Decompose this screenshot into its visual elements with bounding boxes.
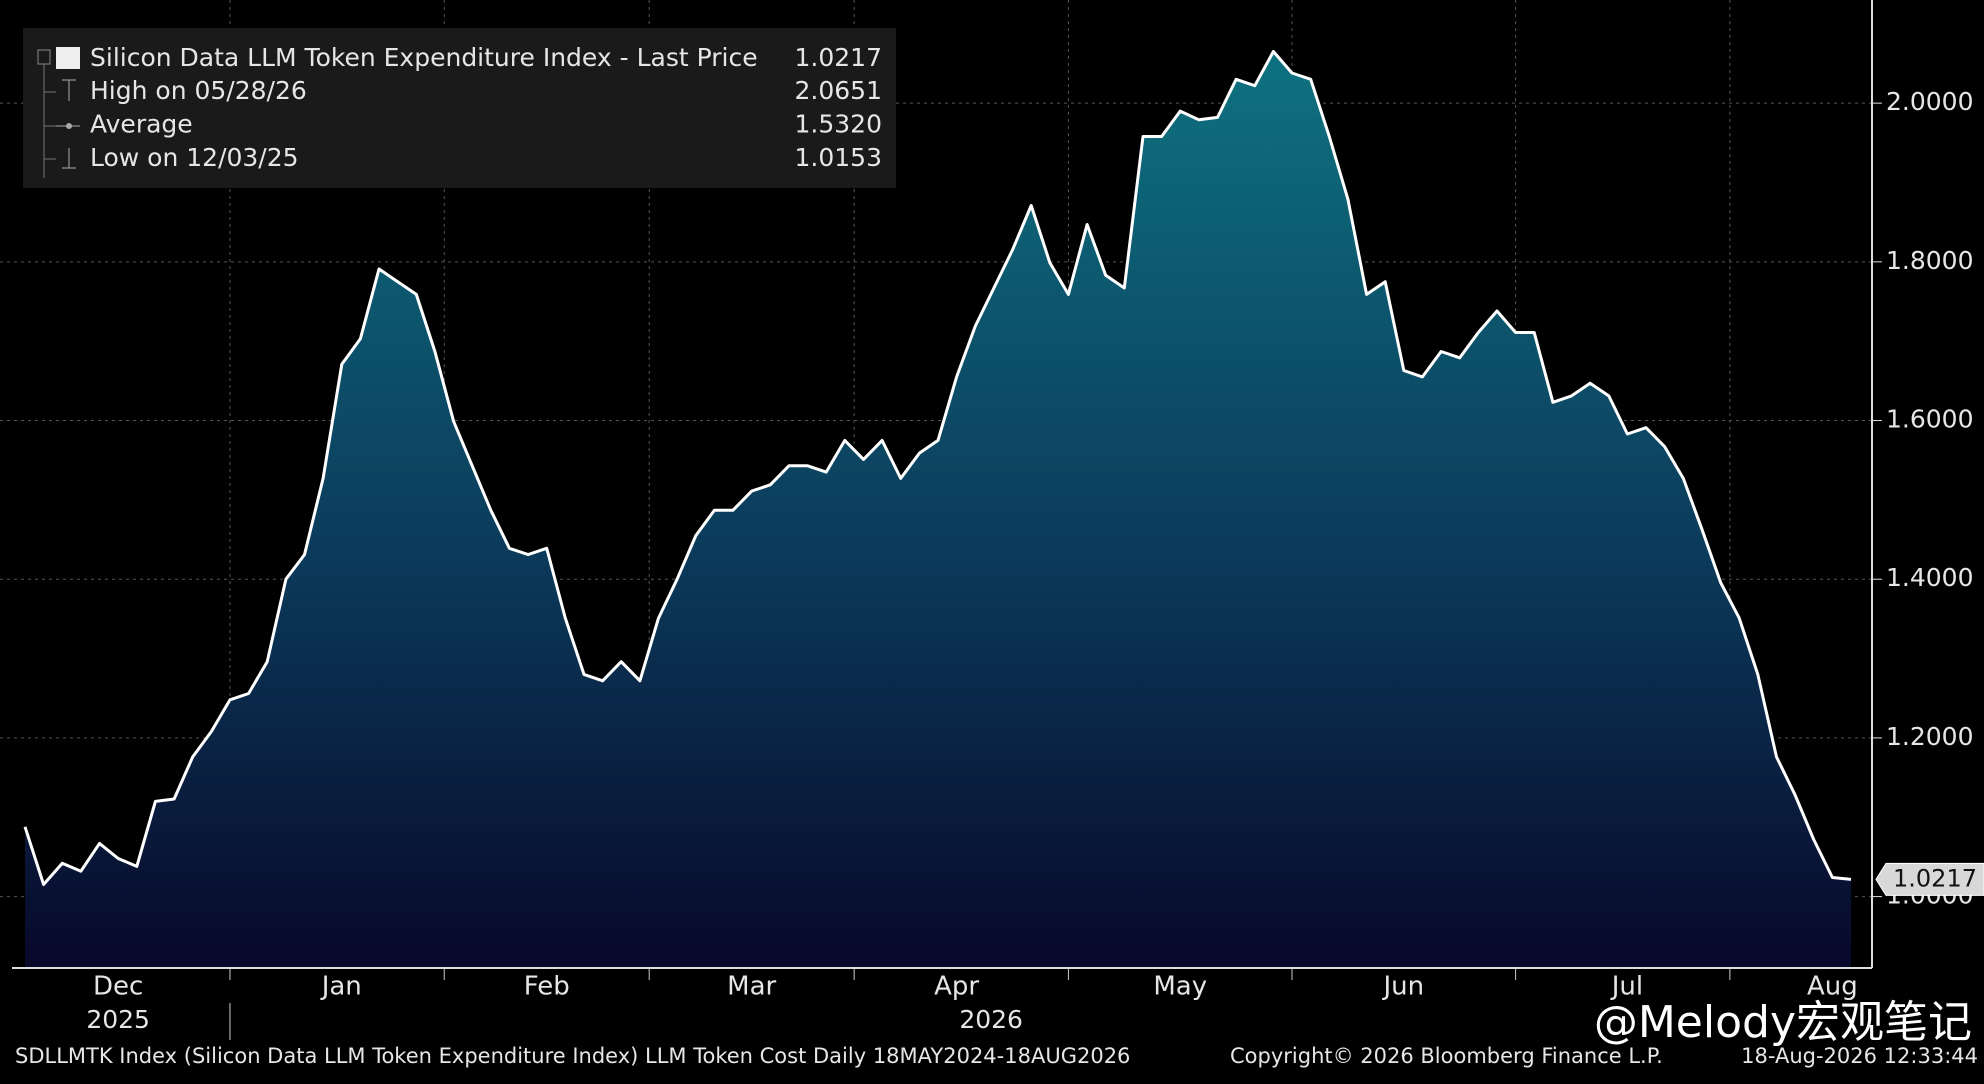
legend-value: 1.0153 [795,143,882,172]
x-tick-label: Jan [320,972,362,1002]
x-tick-label: Dec [93,972,143,1002]
year-label: 2025 [86,1005,150,1034]
x-tick-label: Apr [934,972,979,1002]
legend-swatch [56,47,80,69]
legend-low-icon [62,148,76,169]
last-price-label: 1.0217 [1893,864,1977,892]
footer-source: SDLLMTK Index (Silicon Data LLM Token Ex… [15,1044,1130,1068]
legend-tree [43,64,56,178]
x-tick-label: Mar [727,972,776,1002]
last-price-tag [1875,862,1984,896]
x-tick-label: Feb [524,972,570,1002]
line [23,50,1852,886]
legend-value: 2.0651 [795,76,882,105]
legend-value: 1.0217 [795,43,882,72]
x-tick-label: May [1153,972,1207,1002]
y-tick-label: 1.8000 [1886,246,1973,275]
footer-copyright: Copyright© 2026 Bloomberg Finance L.P. [1230,1044,1663,1068]
legend-box [23,28,896,188]
y-tick-label: 2.0000 [1886,87,1973,116]
footer-timestamp: 18-Aug-2026 12:33:44 [1741,1044,1978,1068]
legend-label: Average [90,110,193,139]
x-tick-label: Jun [1382,972,1425,1002]
y-tick-label: 1.4000 [1886,563,1973,592]
area [25,51,1851,968]
legend-high-icon [62,79,76,101]
legend-value: 1.5320 [795,110,882,139]
y-tick-label: 1.6000 [1886,405,1973,434]
x-tick-label: Jul [1610,972,1643,1002]
watermark: @Melody宏观笔记 [1594,997,1972,1048]
x-tick-label: Aug [1807,972,1858,1002]
legend-label: Silicon Data LLM Token Expenditure Index… [90,43,758,72]
legend-label: Low on 12/03/25 [90,143,299,172]
legend-avg-icon [66,123,72,129]
year-label: 2026 [959,1005,1023,1034]
y-tick-label: 1.2000 [1886,722,1973,751]
legend-label: High on 05/28/26 [90,76,307,105]
